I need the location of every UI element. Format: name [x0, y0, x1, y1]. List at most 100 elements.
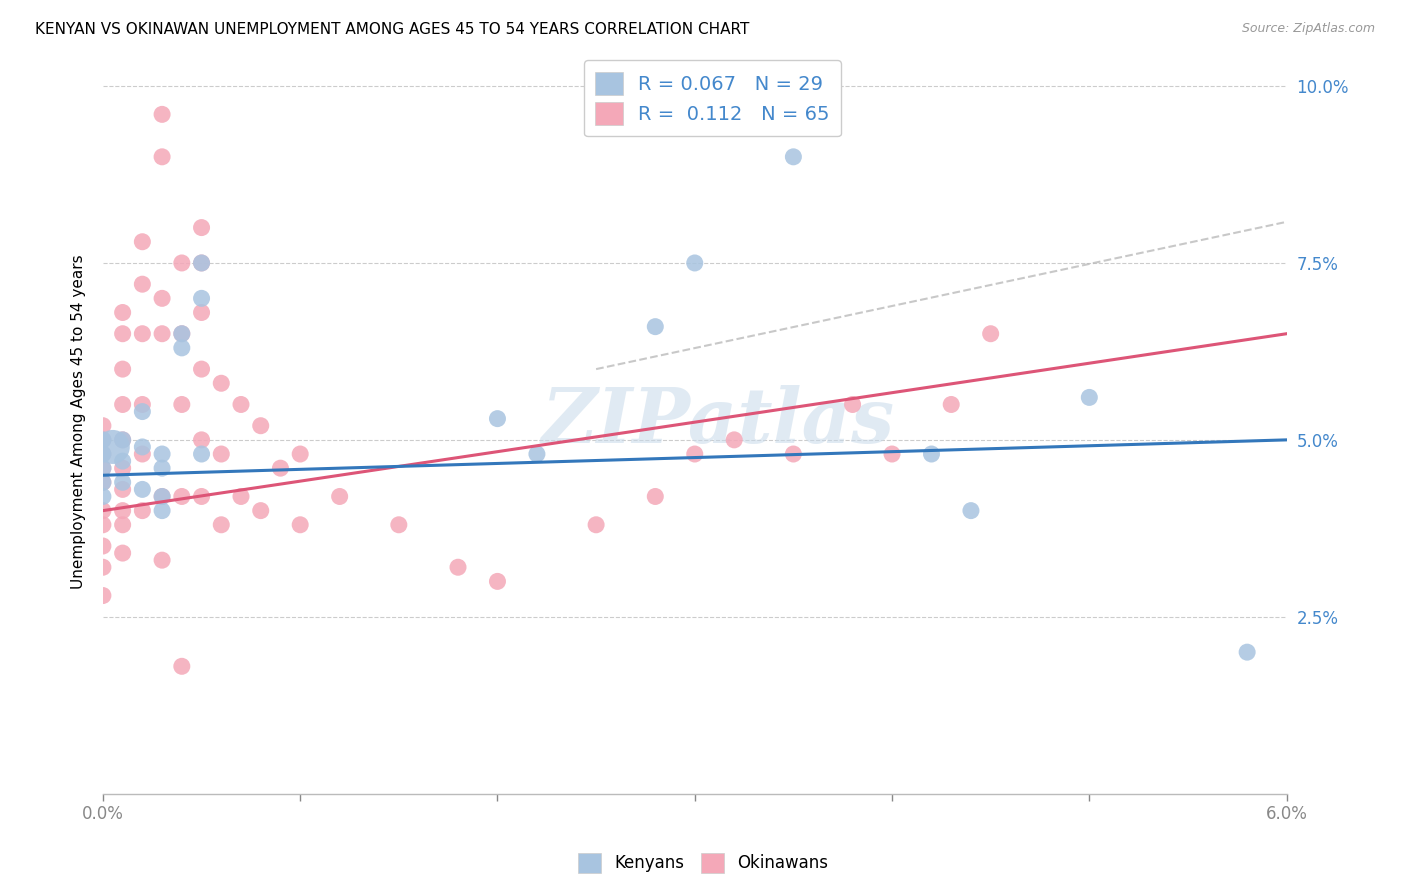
Point — [111, 326, 134, 341]
Point — [91, 418, 114, 433]
Point — [111, 397, 134, 411]
Point — [91, 503, 114, 517]
Point — [91, 517, 114, 532]
Point — [980, 326, 1002, 341]
Point — [486, 574, 509, 589]
Point — [644, 319, 666, 334]
Point — [585, 517, 607, 532]
Point — [150, 326, 173, 341]
Point — [249, 418, 271, 433]
Point — [101, 440, 124, 454]
Point — [131, 404, 153, 418]
Point — [190, 256, 212, 270]
Point — [190, 256, 212, 270]
Point — [170, 341, 193, 355]
Point — [841, 397, 863, 411]
Point — [190, 362, 212, 376]
Point — [190, 447, 212, 461]
Point — [290, 517, 312, 532]
Point — [131, 277, 153, 292]
Point — [131, 326, 153, 341]
Point — [111, 475, 134, 490]
Point — [131, 440, 153, 454]
Point — [526, 447, 548, 461]
Point — [782, 150, 804, 164]
Point — [131, 447, 153, 461]
Point — [170, 326, 193, 341]
Point — [131, 235, 153, 249]
Point — [111, 517, 134, 532]
Point — [447, 560, 470, 574]
Point — [190, 433, 212, 447]
Point — [150, 447, 173, 461]
Point — [91, 475, 114, 490]
Point — [111, 362, 134, 376]
Text: KENYAN VS OKINAWAN UNEMPLOYMENT AMONG AGES 45 TO 54 YEARS CORRELATION CHART: KENYAN VS OKINAWAN UNEMPLOYMENT AMONG AG… — [35, 22, 749, 37]
Point — [209, 517, 232, 532]
Point — [486, 411, 509, 425]
Point — [683, 447, 706, 461]
Point — [91, 461, 114, 475]
Point — [960, 503, 983, 517]
Point — [91, 475, 114, 490]
Point — [131, 397, 153, 411]
Point — [941, 397, 963, 411]
Point — [229, 397, 252, 411]
Point — [269, 461, 291, 475]
Point — [249, 503, 271, 517]
Point — [150, 461, 173, 475]
Point — [229, 490, 252, 504]
Point — [644, 490, 666, 504]
Point — [131, 483, 153, 497]
Point — [150, 490, 173, 504]
Point — [388, 517, 411, 532]
Point — [91, 461, 114, 475]
Point — [150, 503, 173, 517]
Point — [170, 490, 193, 504]
Point — [111, 483, 134, 497]
Point — [190, 220, 212, 235]
Point — [782, 447, 804, 461]
Point — [111, 433, 134, 447]
Point — [91, 433, 114, 447]
Point — [723, 433, 745, 447]
Point — [91, 447, 114, 461]
Point — [209, 376, 232, 391]
Point — [190, 490, 212, 504]
Point — [170, 659, 193, 673]
Point — [111, 461, 134, 475]
Point — [170, 256, 193, 270]
Point — [91, 433, 114, 447]
Point — [91, 560, 114, 574]
Point — [111, 454, 134, 468]
Point — [329, 490, 352, 504]
Point — [170, 397, 193, 411]
Point — [170, 326, 193, 341]
Point — [91, 539, 114, 553]
Legend: Kenyans, Okinawans: Kenyans, Okinawans — [571, 847, 835, 880]
Point — [190, 305, 212, 319]
Point — [91, 589, 114, 603]
Point — [150, 291, 173, 305]
Legend: R = 0.067   N = 29, R =  0.112   N = 65: R = 0.067 N = 29, R = 0.112 N = 65 — [583, 61, 841, 136]
Point — [111, 503, 134, 517]
Point — [111, 305, 134, 319]
Point — [209, 447, 232, 461]
Point — [290, 447, 312, 461]
Point — [880, 447, 903, 461]
Point — [921, 447, 943, 461]
Point — [150, 490, 173, 504]
Point — [91, 490, 114, 504]
Point — [111, 433, 134, 447]
Y-axis label: Unemployment Among Ages 45 to 54 years: Unemployment Among Ages 45 to 54 years — [72, 255, 86, 590]
Point — [91, 447, 114, 461]
Point — [1236, 645, 1258, 659]
Point — [150, 150, 173, 164]
Point — [683, 256, 706, 270]
Text: Source: ZipAtlas.com: Source: ZipAtlas.com — [1241, 22, 1375, 36]
Point — [111, 546, 134, 560]
Point — [150, 553, 173, 567]
Point — [150, 107, 173, 121]
Text: ZIPatlas: ZIPatlas — [541, 385, 896, 459]
Point — [190, 291, 212, 305]
